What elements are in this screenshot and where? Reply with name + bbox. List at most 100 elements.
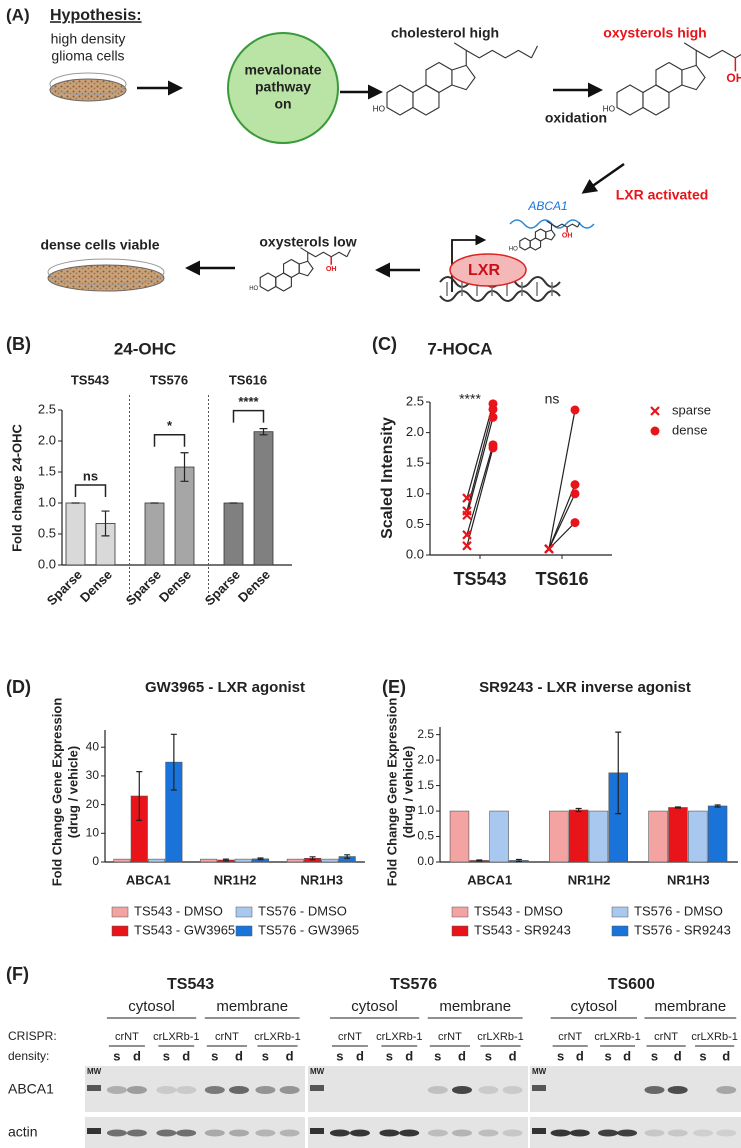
molecule-chain xyxy=(683,42,697,51)
significance-label: **** xyxy=(459,391,481,407)
hypothesis-title: Hypothesis: xyxy=(50,7,142,24)
point xyxy=(462,510,472,520)
legend-swatch xyxy=(611,925,629,937)
petri-dish xyxy=(47,264,165,292)
guide-label: crLXRb-1 xyxy=(594,1031,640,1043)
bar xyxy=(489,810,509,863)
y-axis-title: Fold change 24-OHC xyxy=(9,423,24,551)
legend-label: TS576 - DMSO xyxy=(258,903,347,918)
band xyxy=(693,1129,714,1137)
band xyxy=(176,1129,197,1137)
molecule-ring xyxy=(412,84,440,116)
legend-marker xyxy=(650,406,660,416)
band xyxy=(667,1086,688,1094)
density-label: d xyxy=(674,1048,682,1063)
y-tick-label: 2.5 xyxy=(38,401,56,416)
fraction-label: membrane xyxy=(439,998,511,1015)
molecule-ring xyxy=(545,229,556,241)
arrow xyxy=(581,162,625,194)
band xyxy=(379,1129,400,1137)
error-bar xyxy=(309,856,316,861)
point xyxy=(570,405,580,415)
significance-label: ns xyxy=(83,468,98,483)
density-label: s xyxy=(336,1048,343,1063)
x-tick-label: Sparse xyxy=(202,567,243,608)
hydroxyl-label: HO xyxy=(509,247,518,253)
bar xyxy=(568,809,589,863)
cell-line-title: TS576 xyxy=(390,976,437,993)
x-tick-label: Dense xyxy=(235,567,273,605)
significance-label: ns xyxy=(545,391,560,407)
legend-label: TS543 - GW3965 xyxy=(134,922,235,937)
blot-abca1 xyxy=(308,1066,528,1112)
error-bar xyxy=(515,858,522,863)
blot-row-label: actin xyxy=(8,1124,38,1140)
mw-label: MW xyxy=(532,1067,547,1076)
point xyxy=(488,404,498,414)
mw-ladder xyxy=(532,1128,546,1134)
pair-line xyxy=(548,493,576,550)
bar xyxy=(148,858,166,863)
x-tick-label: Sparse xyxy=(44,567,85,608)
row-label: CRISPR: xyxy=(8,1029,57,1043)
y-tick-label: 0.0 xyxy=(417,854,434,868)
guide-label: crLXRb-1 xyxy=(376,1031,422,1043)
guide-label: crLXRb-1 xyxy=(153,1031,199,1043)
hydroxyl-label: HO xyxy=(603,105,616,114)
mw-ladder xyxy=(87,1085,101,1091)
legend-swatch xyxy=(235,925,253,937)
molecule-ring xyxy=(259,272,277,292)
density-label: d xyxy=(182,1048,190,1063)
guide-label: crLXRb-1 xyxy=(691,1031,737,1043)
molecule-ring xyxy=(642,84,670,116)
y-tick-label: 0.5 xyxy=(406,516,424,531)
cells-label: high density xyxy=(51,31,126,47)
band xyxy=(502,1086,523,1094)
pair-line xyxy=(548,409,576,549)
guide-label: crNT xyxy=(438,1031,462,1043)
group-label: TS616 xyxy=(229,372,267,387)
error-bar xyxy=(575,807,582,813)
panel-label: (C) xyxy=(372,334,397,354)
x-tick-label: Sparse xyxy=(123,567,164,608)
pair-line xyxy=(466,444,494,535)
y-tick-label: 2.5 xyxy=(417,727,434,741)
lxr-activated-label: LXR activated xyxy=(616,187,709,203)
point xyxy=(462,530,472,540)
band xyxy=(255,1129,276,1137)
band xyxy=(617,1129,638,1137)
y-axis-title: (drug / vehicle) xyxy=(400,746,415,838)
pair-line xyxy=(466,447,494,546)
band xyxy=(106,1129,127,1137)
density-label: s xyxy=(434,1048,441,1063)
y-tick-label: 1.0 xyxy=(417,803,434,817)
hydroxyl-label: OH xyxy=(326,264,337,273)
density-label: s xyxy=(211,1048,218,1063)
cell-line-title: TS543 xyxy=(167,976,214,993)
molecule-chain xyxy=(300,247,309,253)
guide-label: crNT xyxy=(558,1031,582,1043)
guide-label: crNT xyxy=(654,1031,678,1043)
y-tick-label: 0.0 xyxy=(38,556,56,571)
band xyxy=(229,1129,249,1137)
band xyxy=(644,1086,665,1094)
legend-swatch xyxy=(451,906,469,918)
guide-label: crLXRb-1 xyxy=(477,1031,523,1043)
band xyxy=(329,1129,350,1137)
pair-line xyxy=(466,417,494,516)
y-tick-label: 2.5 xyxy=(406,393,424,408)
band xyxy=(279,1129,300,1137)
oxidation-label: oxidation xyxy=(545,110,607,126)
legend-label: TS543 - SR9243 xyxy=(474,922,571,937)
mw-ladder xyxy=(532,1085,546,1091)
density-label: s xyxy=(604,1048,611,1063)
band xyxy=(126,1129,147,1137)
error-bar xyxy=(615,731,622,815)
legend-label: TS576 - GW3965 xyxy=(258,922,359,937)
y-tick-label: 0.5 xyxy=(38,525,56,540)
y-tick-label: 2.0 xyxy=(417,752,434,766)
legend-swatch xyxy=(451,925,469,937)
legend-label: TS543 - DMSO xyxy=(474,903,563,918)
significance-bracket xyxy=(153,434,186,447)
band xyxy=(569,1129,590,1137)
